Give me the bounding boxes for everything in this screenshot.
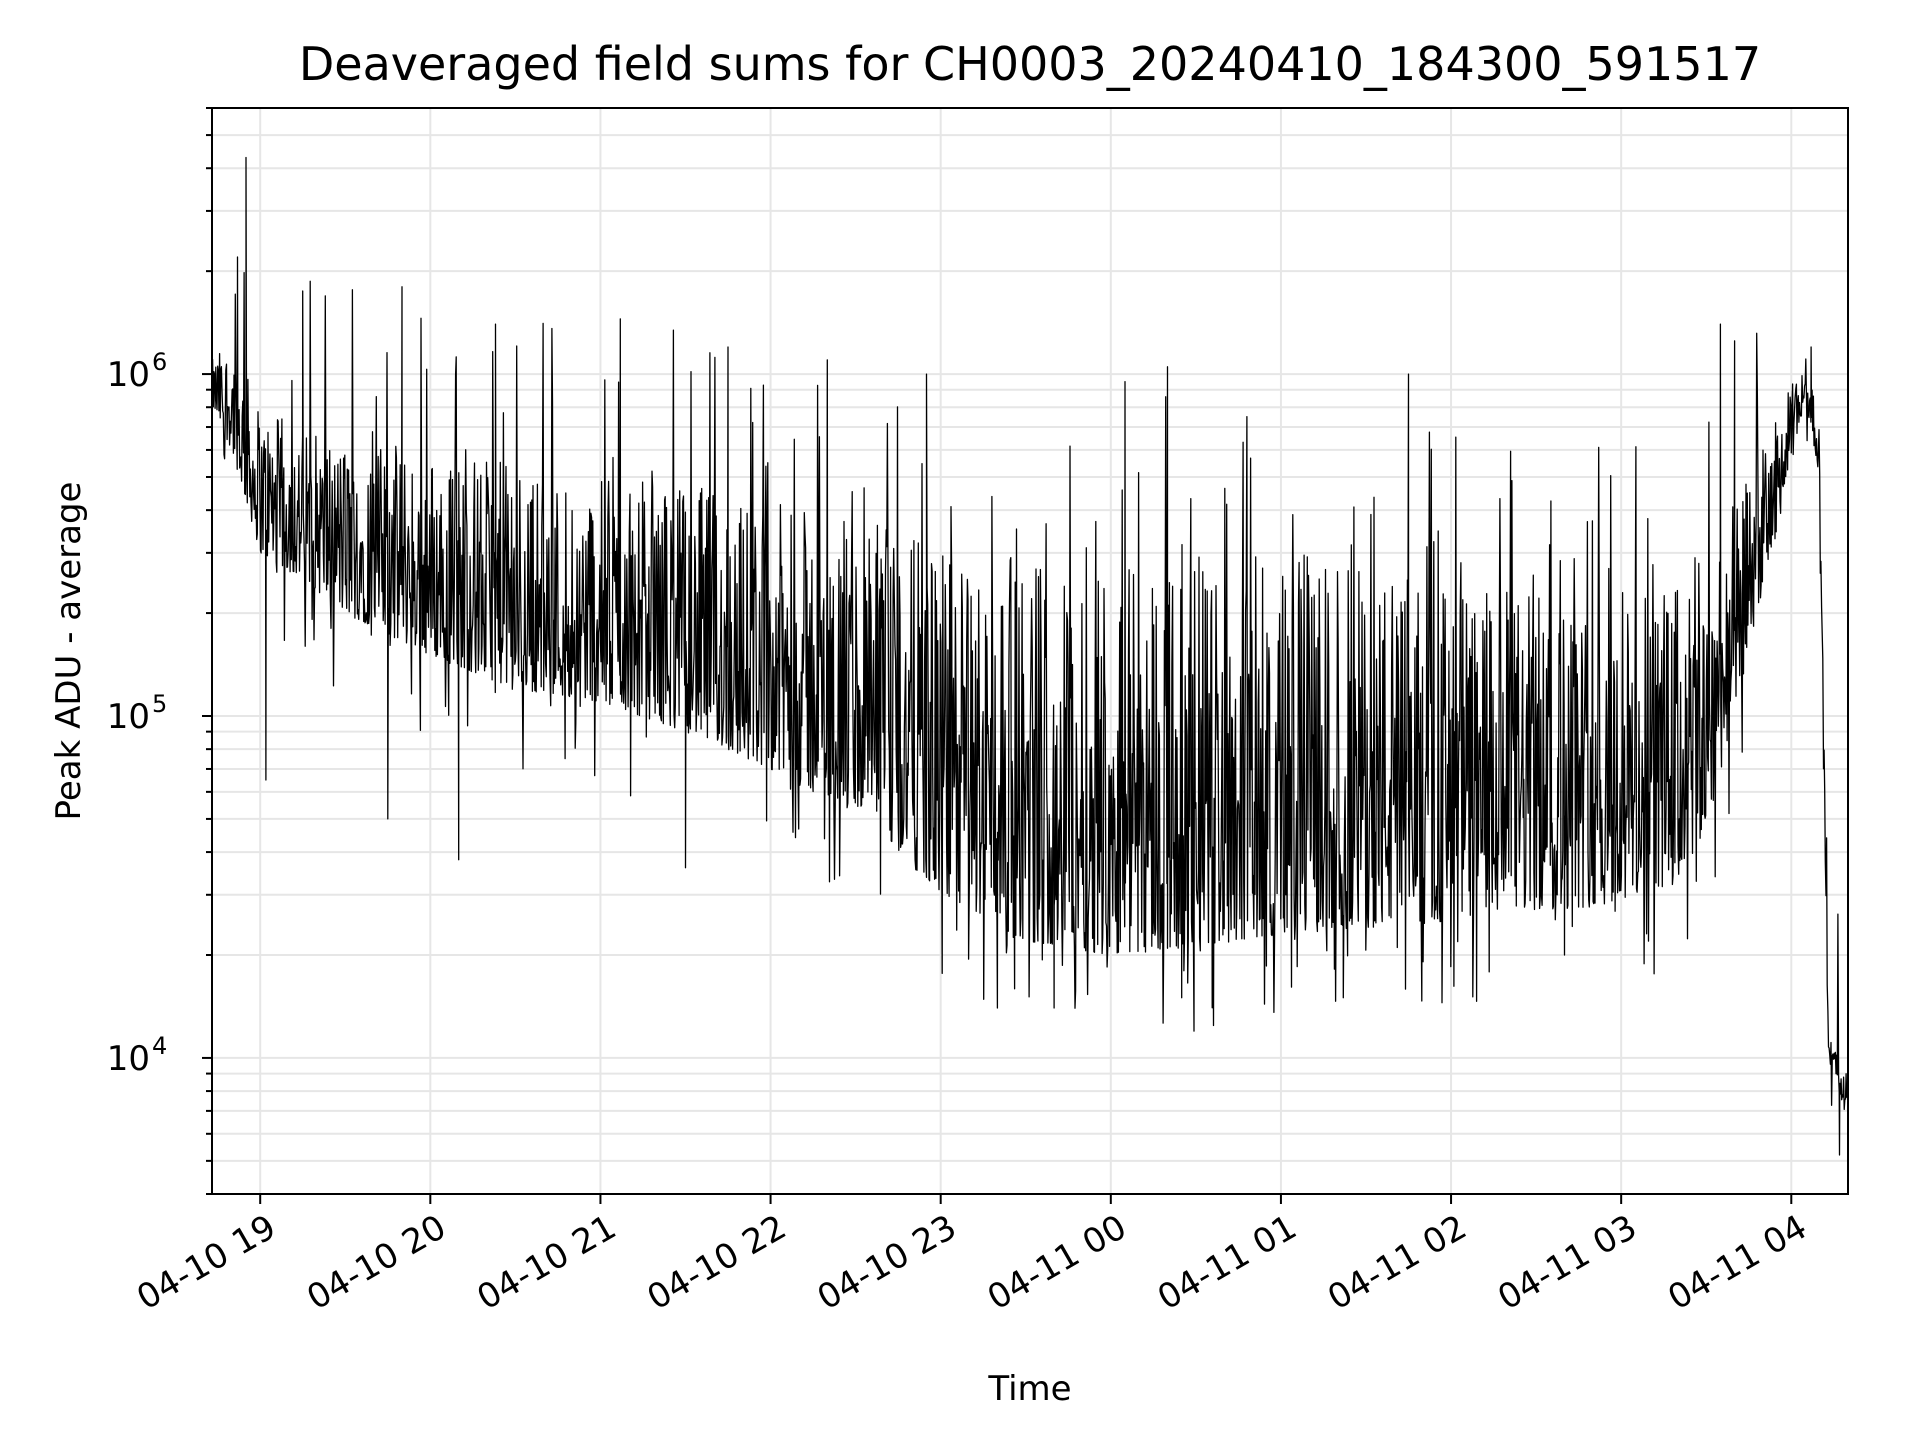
x-tick-label: 04-11 02 xyxy=(1321,1207,1473,1318)
x-tick-label: 04-10 23 xyxy=(811,1207,963,1318)
x-tick-label: 04-10 22 xyxy=(641,1207,793,1318)
x-tick-label: 04-11 01 xyxy=(1151,1207,1303,1318)
y-tick-base: 10 xyxy=(107,697,150,737)
y-tick-base: 10 xyxy=(107,355,150,395)
y-tick-base: 10 xyxy=(107,1039,150,1079)
x-tick-label: 04-11 00 xyxy=(981,1207,1133,1318)
x-tick-label: 04-10 21 xyxy=(471,1207,623,1318)
y-tick-exponent: 5 xyxy=(152,690,167,718)
chart-title: Deaveraged field sums for CH0003_2024041… xyxy=(299,37,1761,91)
x-tick-label: 04-11 04 xyxy=(1661,1207,1813,1318)
x-axis-label: Time xyxy=(987,1369,1071,1409)
y-tick-label: 10 6 xyxy=(107,348,168,395)
x-tick-label: 04-10 19 xyxy=(130,1207,282,1318)
series-layer xyxy=(211,156,1849,1156)
y-tick-label: 10 5 xyxy=(107,690,168,737)
x-axis: 04-10 19 04-10 20 04-10 21 04-10 22 04-10 23… xyxy=(130,1194,1814,1318)
x-tick-label: 04-10 20 xyxy=(300,1207,452,1318)
x-tick-label: 04-11 03 xyxy=(1491,1207,1643,1318)
series-line xyxy=(211,156,1849,1156)
y-tick-exponent: 6 xyxy=(152,348,167,376)
y-tick-label: 10 4 xyxy=(107,1032,168,1079)
plot-frame xyxy=(211,107,1849,1195)
y-tick-exponent: 4 xyxy=(152,1032,167,1060)
y-axis-label: Peak ADU - average xyxy=(49,482,89,821)
